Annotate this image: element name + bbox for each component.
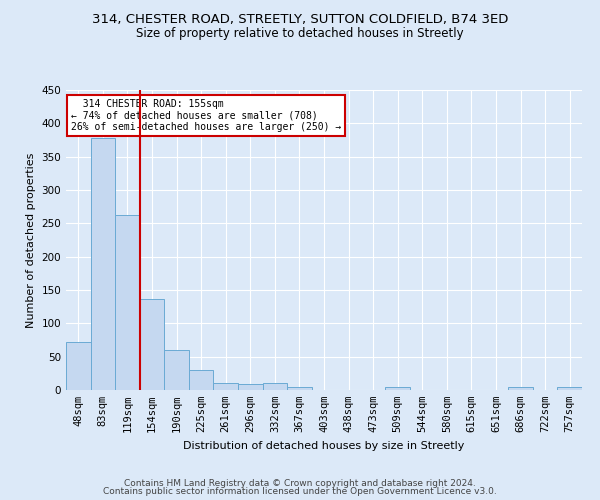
- Bar: [557, 388, 582, 390]
- Bar: [214, 384, 238, 390]
- Bar: [263, 384, 287, 390]
- Bar: [508, 388, 533, 390]
- Bar: [189, 370, 214, 390]
- Bar: [238, 384, 263, 390]
- Bar: [385, 388, 410, 390]
- Bar: [164, 350, 189, 390]
- Text: 314, CHESTER ROAD, STREETLY, SUTTON COLDFIELD, B74 3ED: 314, CHESTER ROAD, STREETLY, SUTTON COLD…: [92, 12, 508, 26]
- Y-axis label: Number of detached properties: Number of detached properties: [26, 152, 36, 328]
- Bar: [91, 138, 115, 390]
- Text: 314 CHESTER ROAD: 155sqm  
← 74% of detached houses are smaller (708)
26% of sem: 314 CHESTER ROAD: 155sqm ← 74% of detach…: [71, 99, 341, 132]
- Bar: [115, 216, 140, 390]
- Bar: [140, 300, 164, 390]
- Text: Contains public sector information licensed under the Open Government Licence v3: Contains public sector information licen…: [103, 487, 497, 496]
- X-axis label: Distribution of detached houses by size in Streetly: Distribution of detached houses by size …: [184, 440, 464, 450]
- Text: Contains HM Land Registry data © Crown copyright and database right 2024.: Contains HM Land Registry data © Crown c…: [124, 478, 476, 488]
- Text: Size of property relative to detached houses in Streetly: Size of property relative to detached ho…: [136, 28, 464, 40]
- Bar: [287, 386, 312, 390]
- Bar: [66, 342, 91, 390]
